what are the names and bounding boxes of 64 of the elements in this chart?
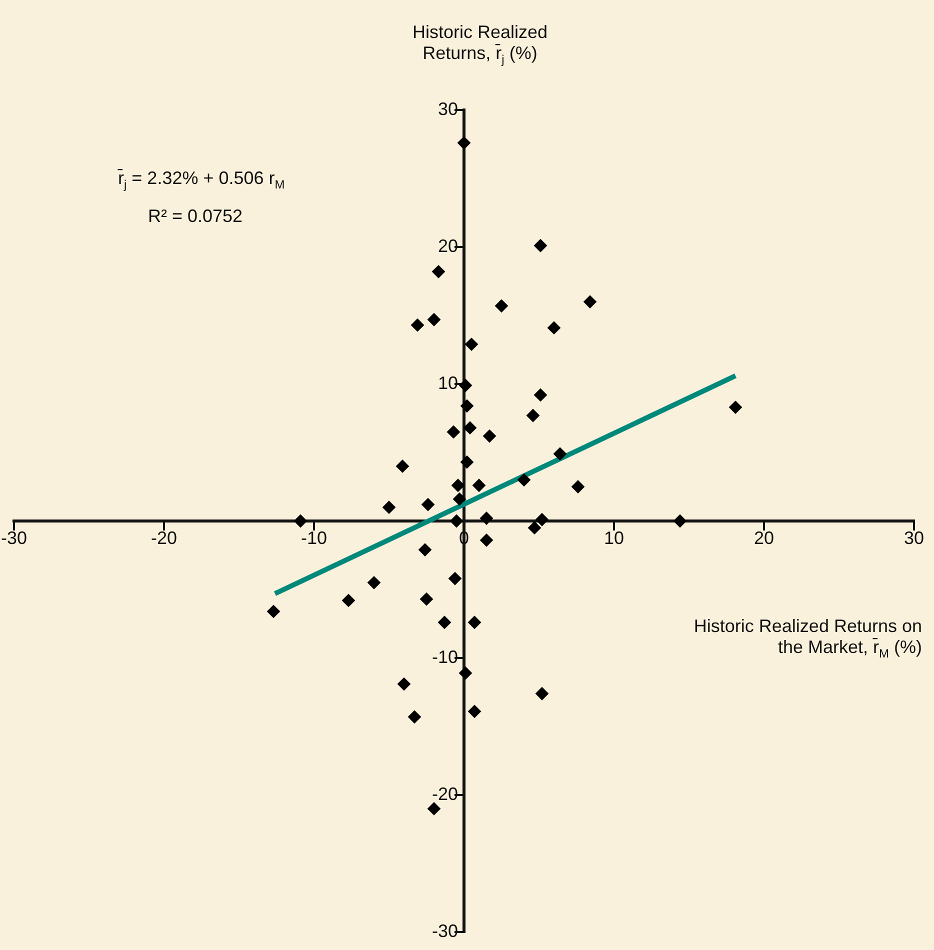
point — [458, 136, 470, 150]
point — [428, 802, 440, 816]
point — [548, 321, 560, 334]
x-tick-label: 10 — [604, 528, 624, 548]
point — [453, 492, 466, 506]
point — [729, 400, 742, 414]
point — [438, 616, 451, 629]
x-tick-label: 20 — [754, 528, 774, 548]
point — [418, 543, 432, 556]
point — [460, 399, 474, 412]
point — [382, 500, 396, 514]
point — [411, 318, 424, 332]
point — [483, 430, 496, 443]
point — [472, 478, 486, 492]
point — [422, 498, 434, 512]
y-tick-label: 10 — [438, 372, 458, 393]
point — [398, 678, 410, 691]
point — [452, 478, 464, 492]
point — [459, 378, 472, 392]
x-tick-label: -30 — [0, 528, 28, 548]
point — [368, 576, 380, 590]
point — [468, 704, 481, 718]
point — [495, 299, 508, 312]
point — [528, 521, 541, 534]
point — [674, 514, 686, 528]
point — [447, 425, 460, 438]
point — [468, 616, 481, 629]
point — [518, 473, 530, 486]
point — [450, 514, 463, 528]
point — [465, 338, 478, 351]
x-tick-label: -10 — [300, 528, 328, 548]
point — [536, 687, 548, 700]
y-tick-label: -10 — [432, 646, 458, 667]
point — [480, 534, 493, 547]
point — [572, 480, 584, 494]
point — [396, 460, 409, 473]
y-tick-label: 20 — [438, 236, 458, 256]
point — [554, 447, 566, 460]
point — [534, 239, 547, 252]
point — [342, 594, 355, 607]
point — [534, 388, 547, 402]
point — [526, 409, 540, 422]
point — [480, 512, 493, 525]
point — [432, 265, 445, 278]
point — [536, 513, 548, 526]
point — [464, 421, 476, 434]
annotation: R² = 0.0752 — [147, 206, 244, 228]
x-tick-label: -20 — [150, 528, 178, 548]
point — [420, 592, 433, 606]
x-axis-title: Historic Realized Returns on the Market, r̄$_{M}$ (%) — [692, 616, 922, 662]
x-tick-label: 30 — [904, 528, 924, 548]
point — [428, 313, 440, 326]
y-tick-label: -30 — [432, 920, 458, 941]
y-axis-title: Historic Realized Returns, r̄$_{j}$ (%) — [411, 22, 549, 68]
y-tick-label: 30 — [438, 98, 458, 119]
point — [460, 456, 474, 469]
point — [584, 295, 596, 308]
annotation: r̄$_{j}$ = 2.32% + 0.506 r$_{M}$ — [118, 168, 285, 192]
point — [267, 604, 280, 618]
y-tick-label: -20 — [432, 784, 458, 804]
point — [408, 710, 421, 724]
point — [448, 572, 462, 586]
point — [459, 666, 472, 680]
point — [294, 514, 307, 528]
